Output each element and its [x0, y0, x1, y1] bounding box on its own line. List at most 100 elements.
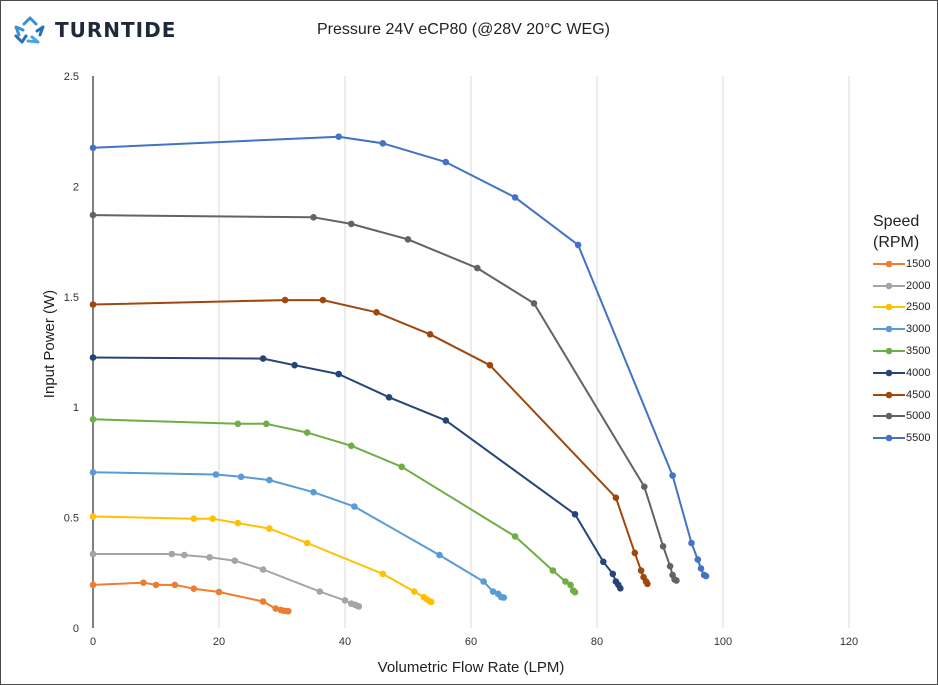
series-1500	[89, 579, 292, 615]
data-point	[168, 550, 176, 558]
data-point	[688, 539, 695, 547]
data-point	[231, 557, 239, 564]
data-point	[426, 331, 434, 338]
data-point	[600, 558, 607, 566]
data-point	[500, 594, 508, 601]
y-tick-label: 0.5	[64, 513, 79, 525]
data-point	[411, 588, 418, 595]
data-point	[266, 476, 273, 484]
data-point	[489, 588, 497, 595]
data-point	[609, 570, 617, 578]
data-point	[511, 533, 519, 540]
x-axis-label: Volumetric Flow Rate (LPM)	[378, 659, 565, 676]
legend-label: 4000	[906, 366, 931, 379]
legend-label: 2000	[906, 279, 931, 292]
legend-label: 4500	[906, 388, 931, 401]
data-point	[562, 578, 569, 585]
data-point	[442, 158, 450, 166]
data-point	[89, 469, 97, 476]
series-3000	[89, 469, 508, 601]
data-point	[644, 580, 651, 588]
data-point	[209, 515, 216, 522]
data-point	[486, 361, 494, 369]
y-tick-label: 2.5	[64, 71, 79, 83]
data-point	[310, 488, 317, 496]
data-point	[571, 588, 579, 596]
legend-item-1500: 1500	[873, 253, 935, 275]
data-point	[181, 551, 188, 559]
series-line-1500	[92, 581, 289, 613]
data-point	[480, 578, 487, 585]
data-point	[567, 581, 574, 589]
data-point	[291, 361, 298, 369]
y-tick-label: 1	[73, 402, 79, 414]
data-point	[310, 214, 317, 221]
data-point	[152, 581, 160, 589]
data-point	[641, 483, 648, 491]
legend-swatch	[873, 304, 905, 311]
data-point	[666, 562, 674, 570]
data-point	[89, 550, 97, 558]
series-5500	[89, 133, 710, 580]
data-point	[442, 417, 450, 424]
data-point	[259, 566, 267, 573]
legend-label: 2500	[906, 301, 931, 314]
legend-label: 5500	[906, 432, 931, 445]
gridlines	[218, 76, 850, 628]
brand-logo: TURNTIDE	[13, 15, 176, 45]
data-point	[530, 300, 538, 307]
series-2500	[89, 513, 435, 606]
data-point	[206, 554, 213, 561]
data-point	[669, 472, 676, 479]
data-point	[694, 556, 702, 563]
x-tick-label: 0	[90, 636, 96, 648]
data-point	[574, 241, 582, 249]
data-point	[673, 577, 680, 584]
data-point	[617, 585, 624, 592]
series-line-2000	[93, 553, 360, 608]
data-point	[404, 236, 412, 243]
data-point	[436, 551, 443, 559]
data-point	[259, 355, 267, 362]
data-point	[697, 565, 705, 572]
data-point	[263, 420, 270, 428]
data-point	[316, 588, 324, 595]
legend-item-4500: 4500	[873, 384, 935, 406]
legend-label: 1500	[906, 257, 931, 270]
data-point	[89, 144, 97, 152]
legend-item-5000: 5000	[873, 406, 935, 428]
turntide-logo-icon	[14, 16, 45, 44]
x-tick-labels: 0 20 40 60 80 100 120	[90, 636, 858, 648]
data-point	[348, 220, 355, 228]
data-point	[89, 513, 97, 520]
data-point	[171, 581, 179, 589]
data-point	[89, 581, 97, 589]
series-4500	[89, 296, 651, 588]
legend-swatch	[873, 347, 905, 355]
y-tick-label: 2	[73, 181, 79, 193]
series-3500	[89, 416, 579, 596]
data-point	[89, 301, 97, 308]
data-point	[237, 473, 245, 481]
legend-title: Speed (RPM)	[873, 213, 920, 251]
data-point	[373, 309, 380, 316]
data-point	[212, 471, 220, 478]
series-line-2500	[92, 515, 432, 603]
data-point	[140, 579, 147, 586]
data-point	[341, 597, 349, 604]
data-point	[319, 296, 327, 304]
legend-swatch	[873, 413, 905, 420]
data-point	[335, 370, 343, 378]
data-point	[637, 567, 645, 574]
data-point	[272, 605, 280, 612]
data-point	[303, 539, 311, 547]
legend-swatch	[873, 434, 905, 442]
data-point	[631, 549, 639, 557]
x-tick-label: 80	[591, 636, 603, 648]
data-point	[511, 194, 519, 201]
data-point	[348, 442, 355, 450]
logo-text: TURNTIDE	[55, 18, 177, 42]
legend-label: 5000	[906, 410, 931, 423]
data-point	[379, 570, 387, 578]
